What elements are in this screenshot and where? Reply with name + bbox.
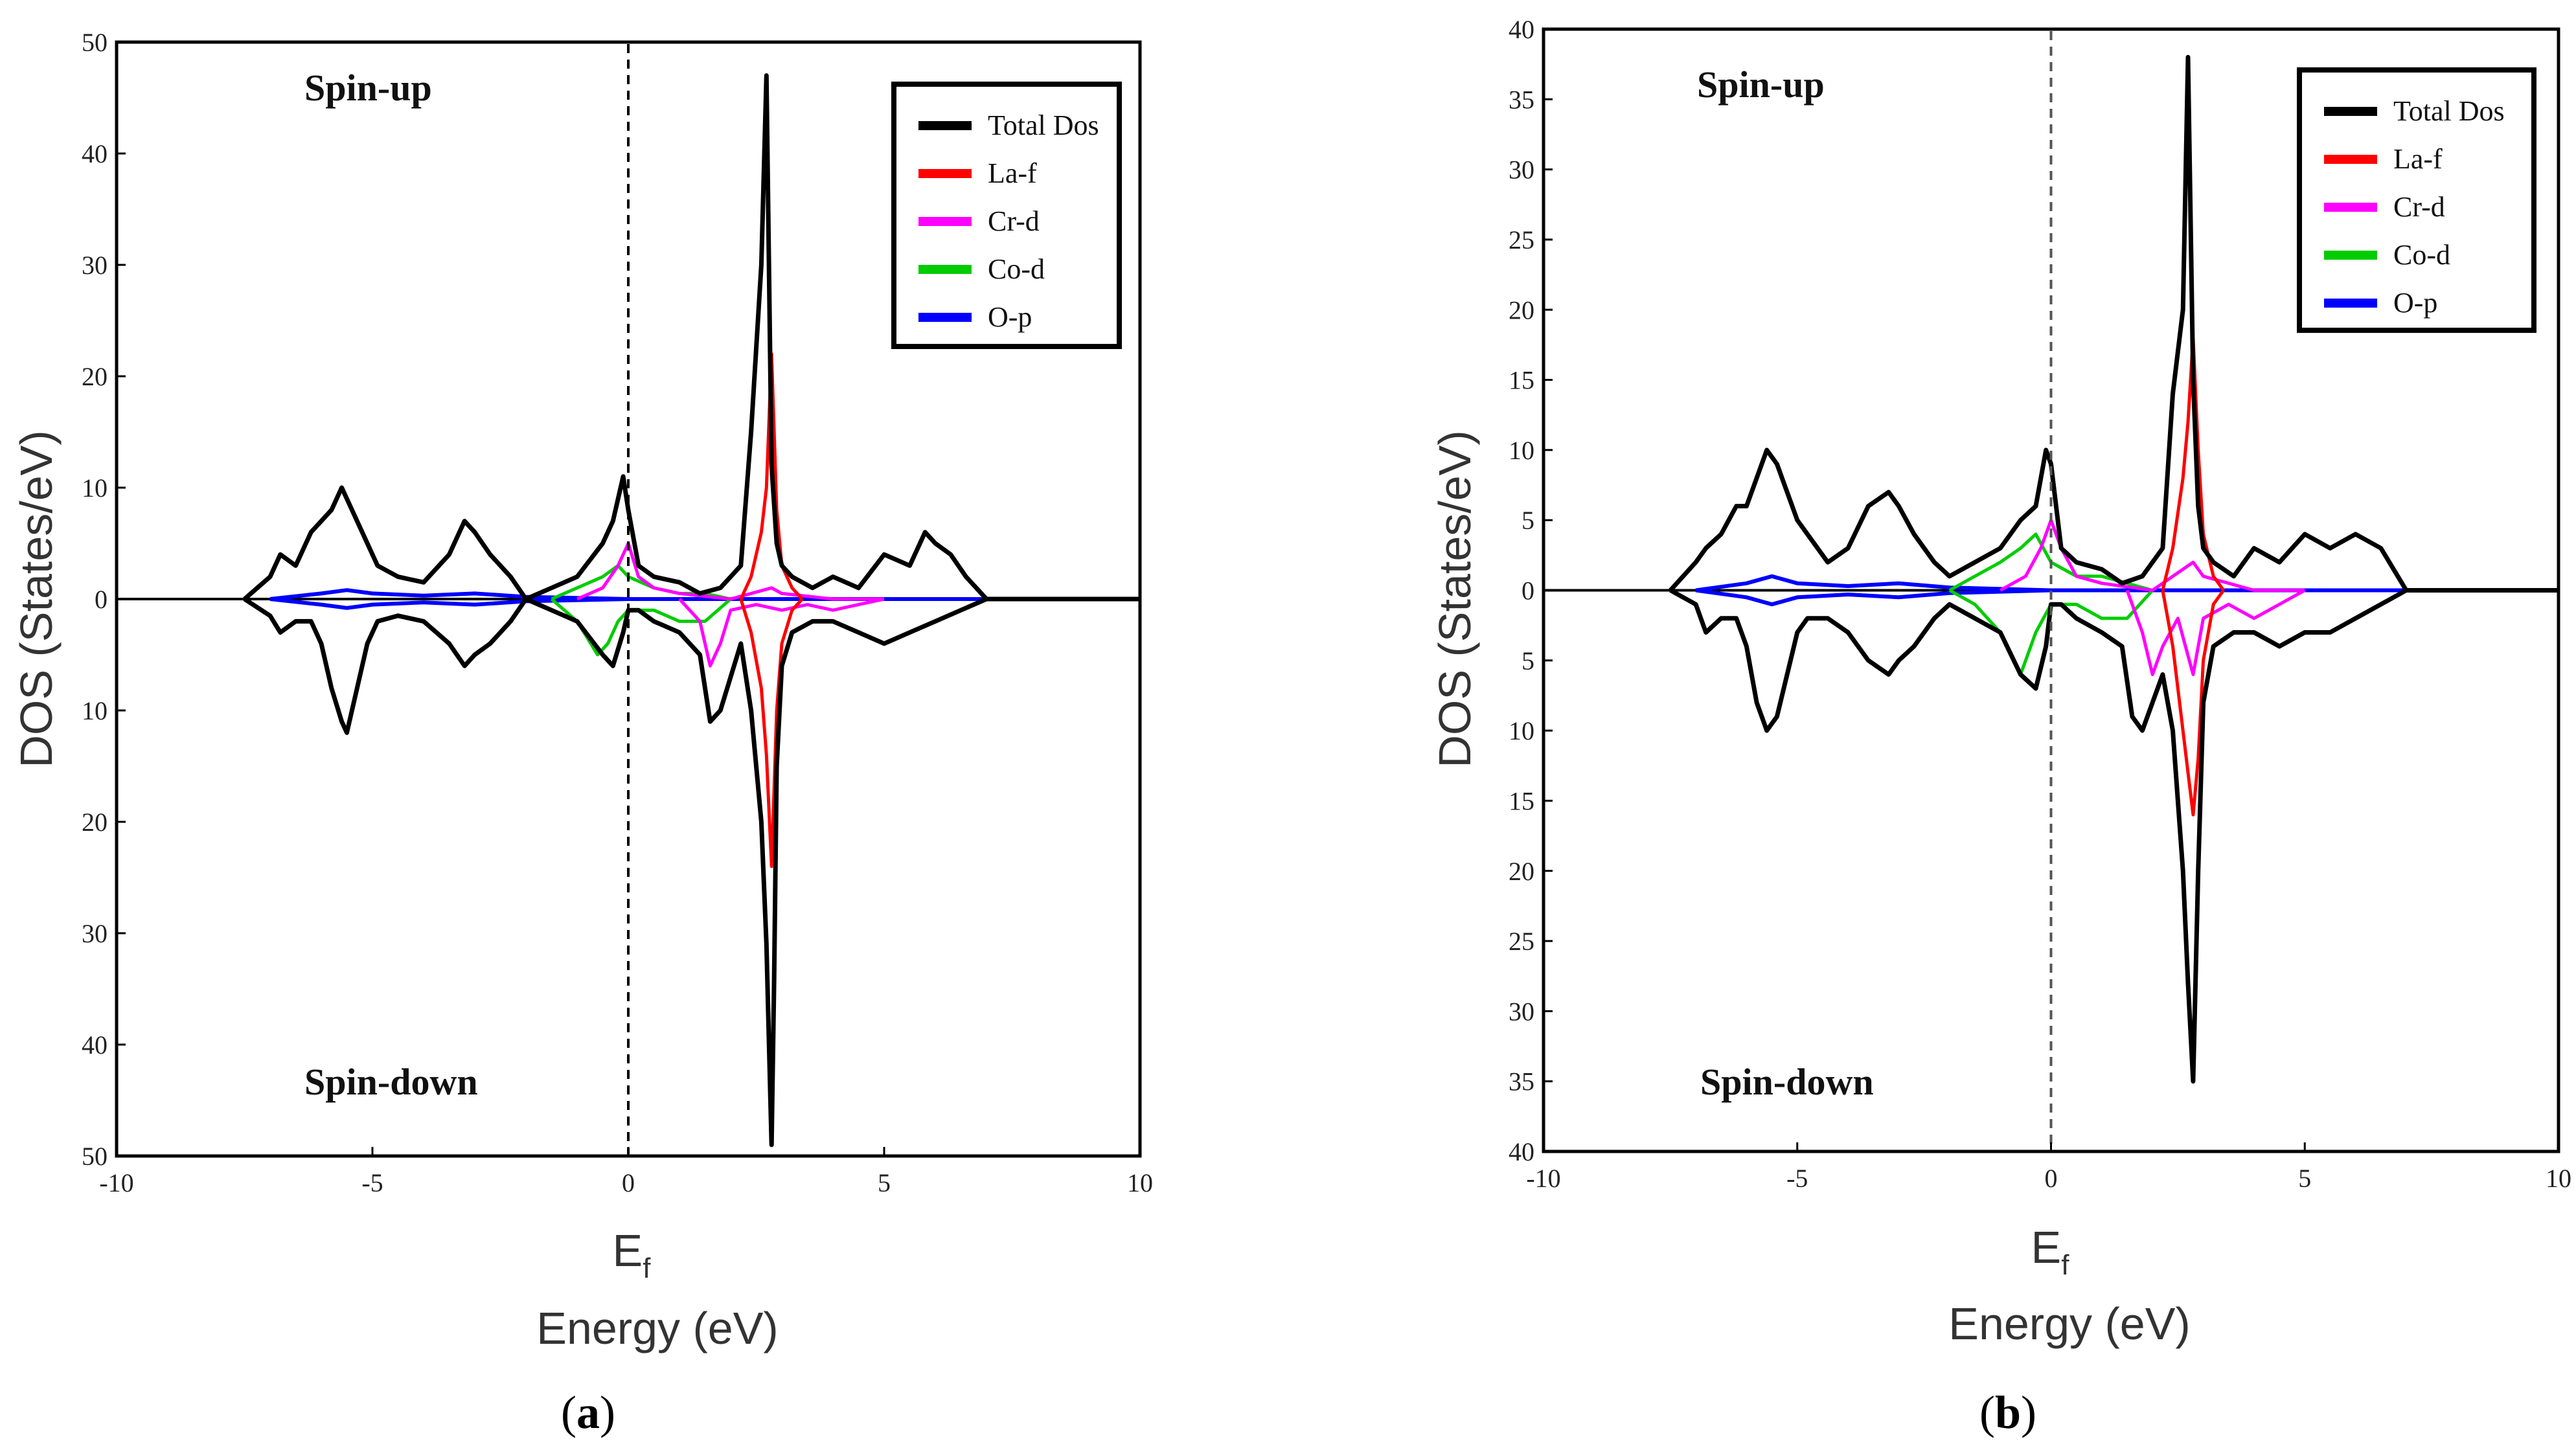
panel-caption-a: (a) [561,1387,615,1438]
legend-label-la-f: La-f [2393,143,2443,175]
y-tick-label: 10 [82,473,108,503]
legend-label-cr-d: Cr-d [988,205,1040,237]
dos-curves-a [243,73,1140,1148]
x-tick-labels-b: -10 -5 0 5 10 [1526,1142,2571,1193]
series-o-p-down-b [1695,588,2559,607]
x-axis-label-a: Energy (eV) [536,1303,778,1354]
y-axis-label-b: DOS (States/eV) [1430,430,1480,767]
series-total-dos-down-a [243,596,1140,1148]
series-total-dos-up-b [1669,54,2559,593]
x-tick-label: -5 [361,1168,383,1197]
y-tick-label: 30 [1509,155,1534,185]
x-tick-label: -10 [1526,1164,1560,1193]
y-tick-labels-a: 50 40 30 20 10 0 10 20 30 40 50 [82,28,126,1171]
series-la-f-down-b [2161,589,2225,817]
dos-panel-b: Spin-up Spin-down Total Dos La-f Cr-d Co-d O… [1430,15,2571,1438]
y-tick-label: 40 [1509,15,1534,44]
series-cr-d-down-a [678,597,885,668]
y-tick-label: 10 [1509,716,1534,745]
x-tick-label: 5 [878,1168,891,1197]
y-tick-label: 25 [1509,225,1534,255]
series-cr-d-down-b [2125,589,2306,676]
panel-caption-b: (b) [1979,1387,2036,1438]
legend-label-co-d: Co-d [988,253,1045,285]
x-tick-labels-a: -10 -5 0 5 10 [99,1147,1153,1197]
x-tick-label: 10 [2546,1164,2571,1193]
fermi-label-a: Ef [613,1225,652,1284]
y-tick-label: 40 [1509,1137,1534,1166]
y-tick-label: 40 [82,139,108,168]
x-tick-label: 0 [2045,1164,2058,1193]
legend-label-cr-d: Cr-d [2393,191,2445,223]
y-tick-labels-b: 40 35 30 25 20 15 10 5 0 5 10 15 20 25 30 35 40 [1509,15,1553,1166]
dos-curves-b [1669,54,2559,1084]
fermi-label-b: Ef [2031,1222,2070,1281]
legend-label-la-f: La-f [988,157,1037,189]
y-tick-label: 5 [1522,646,1534,675]
series-la-f-down-a [739,598,804,868]
x-tick-label: 0 [622,1168,635,1197]
legend-label-o-p: O-p [988,301,1032,333]
x-tick-label: -10 [99,1168,133,1197]
x-axis-label-b: Energy (eV) [1948,1298,2190,1349]
y-tick-label: 0 [95,585,108,614]
y-tick-label: 30 [82,919,108,948]
x-tick-label: 5 [2298,1164,2311,1193]
y-tick-label: 10 [1509,436,1534,465]
spin-up-label-a: Spin-up [304,67,432,109]
spin-up-label-b: Spin-up [1697,63,1825,106]
y-tick-label: 50 [82,1142,108,1171]
spin-down-label-b: Spin-down [1700,1061,1874,1103]
spin-down-label-a: Spin-down [304,1061,478,1103]
y-tick-label: 0 [1522,576,1534,606]
series-total-dos-down-b [1669,588,2559,1084]
series-cr-d-up-a [576,541,884,601]
legend-b: Total Dos La-f Cr-d Co-d O-p [2297,67,2536,333]
y-tick-label: 35 [1509,1067,1534,1096]
x-tick-label: -5 [1786,1164,1808,1193]
y-tick-label: 5 [1522,506,1534,535]
legend-label-o-p: O-p [2393,287,2437,319]
y-tick-label: 25 [1509,927,1534,956]
legend-label-co-d: Co-d [2393,239,2450,271]
series-total-dos-up-a [243,73,1140,602]
y-tick-label: 15 [1509,786,1534,815]
y-tick-label: 40 [82,1030,108,1059]
y-tick-label: 35 [1509,85,1534,114]
y-tick-label: 20 [1509,857,1534,886]
x-tick-label: 10 [1127,1168,1153,1197]
series-cr-d-up-b [1999,518,2305,592]
y-tick-label: 30 [82,251,108,280]
y-tick-label: 20 [82,362,108,391]
series-co-d-down-b [1948,589,2154,676]
legend-label-total-dos: Total Dos [2393,95,2505,127]
y-tick-label: 20 [82,808,108,837]
y-tick-label: 10 [82,696,108,725]
series-o-p-down-a [269,597,1140,610]
dos-panel-a: Spin-up Spin-down Total Dos La-f Cr-d Co-d O… [11,28,1153,1438]
y-tick-label: 15 [1509,366,1534,395]
y-tick-label: 20 [1509,295,1534,324]
y-axis-label-a: DOS (States/eV) [11,430,62,767]
legend-a: Total Dos La-f Cr-d Co-d O-p [891,82,1122,349]
y-tick-label: 50 [82,28,108,57]
y-tick-label: 30 [1509,997,1534,1026]
legend-label-total-dos: Total Dos [988,109,1099,141]
